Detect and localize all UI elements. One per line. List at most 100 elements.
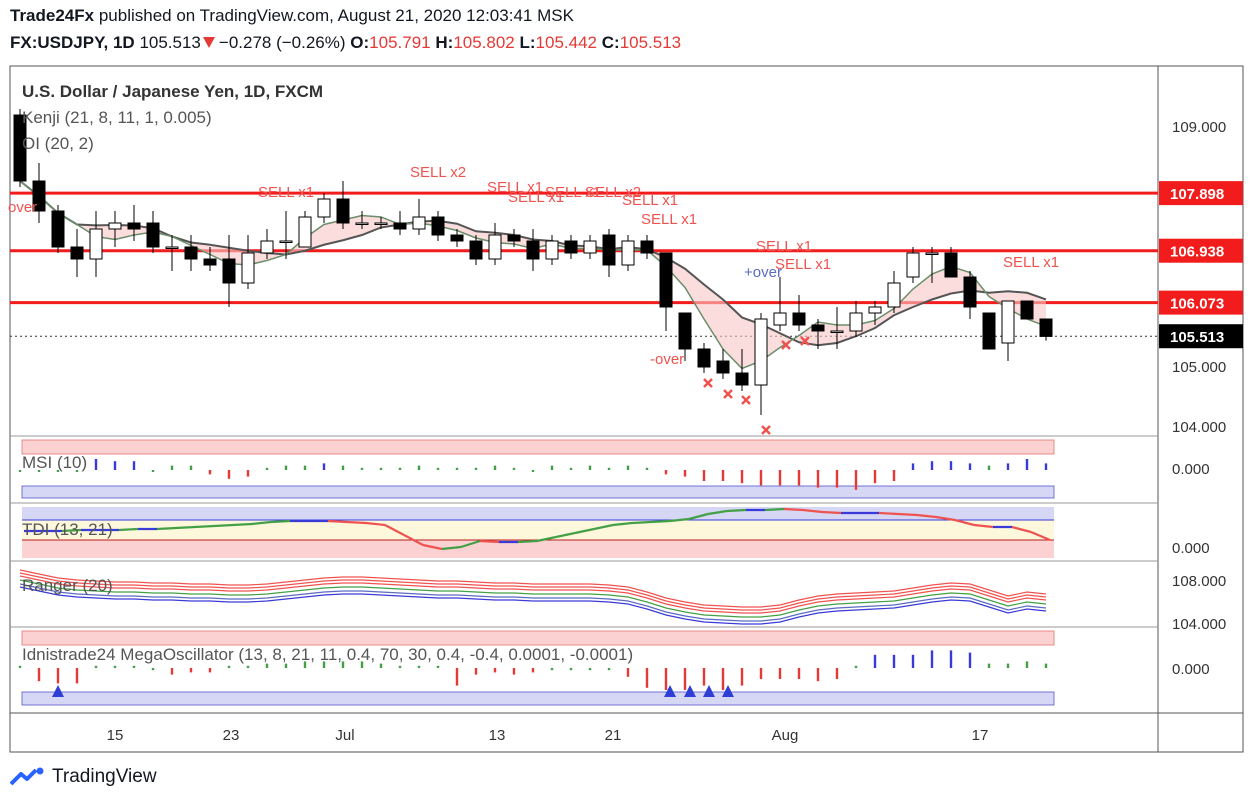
close-value: 105.513 [619,33,682,52]
msi-bar [189,465,193,470]
level-price-label: 106.073 [1170,296,1224,313]
msi-axis-tick: 0.000 [1172,461,1210,478]
bear-candle-body [602,234,616,266]
mega-bar [455,668,459,686]
symbol-label: FX:USDJPY, 1D [10,33,135,52]
time-axis-label: 17 [972,727,989,744]
candle [640,235,654,259]
candle [602,229,616,277]
bear-candle-body [13,114,27,182]
mega-bar [208,668,212,673]
ranger-legend[interactable]: Ranger (20) [22,576,113,595]
tdi-segment [213,523,234,528]
msi-bar [569,467,573,470]
bear-candle-body [222,258,236,284]
candle [355,211,369,229]
signal-label: SELL x2 [410,164,466,181]
kenji-legend[interactable]: Kenji (21, 8, 11, 1, 0.005) [22,108,212,127]
candle [336,181,350,229]
mega-bar [930,650,934,668]
msi-bar [778,470,782,486]
price-pane[interactable] [10,109,1158,415]
last-price-tag [1159,324,1243,349]
mega-bar [512,668,516,675]
mega-bar [265,663,269,668]
cross-marker [741,395,751,405]
low-label: L: [519,33,536,52]
mega-bar [303,661,307,668]
bull-candle-body [906,252,920,278]
price-axis-tick: 109.000 [1172,119,1226,136]
msi-bar [816,470,820,488]
bull-candle-body [108,222,122,230]
mega-bar [626,668,630,677]
price-axis-tick: 105.000 [1172,359,1226,376]
candle [89,211,103,277]
msi-bar [151,470,155,472]
tdi-segment [175,525,196,530]
signal-label: SELL x1 [756,238,812,255]
bull-candle-body [165,246,179,249]
publisher-name[interactable]: Trade24Fx [10,6,95,25]
bull-candle-body [298,216,312,248]
mega-axis-tick: 0.000 [1172,661,1210,678]
candle [621,235,635,271]
tdi-legend[interactable]: TDI (13, 21) [22,520,113,539]
bear-candle-body [564,240,578,254]
footer: TradingView [10,766,157,788]
tdi-segment [688,512,709,521]
ranger-line [19,575,1047,614]
msi-bar [664,470,668,475]
oi-legend[interactable]: OI (20, 2) [22,134,94,153]
mega-legend[interactable]: Idnistrade24 MegaOscillator (13, 8, 21, … [22,645,633,664]
tdi-segment [194,524,215,529]
bull-candle-body [374,222,388,225]
down-arrow-icon [202,37,215,48]
time-axis-label: Jul [335,727,354,744]
msi-bar [987,465,991,470]
mega-upper-band [21,630,1055,646]
level-price-tag [1159,290,1243,315]
price-axis[interactable]: 109.000 105.000 104.000 107.898 106.938 106.0… [1159,119,1243,436]
candle [184,235,198,271]
bear-candle-body [70,246,84,260]
candle [887,271,901,313]
bear-candle-body [336,198,350,224]
tdi-segment [916,513,937,519]
msi-bar [455,467,459,470]
main-legend[interactable]: U.S. Dollar / Japanese Yen, 1D, FXCM [22,82,323,101]
time-axis-label: 21 [605,727,622,744]
msi-bar [683,470,687,477]
msi-bar [322,463,326,470]
mega-bar [341,661,345,668]
footer-brand[interactable]: TradingView [52,766,157,787]
candle [13,109,27,187]
tdi-segment [897,512,918,517]
mega-bar [702,668,706,686]
tdi-segment [517,539,538,544]
tradingview-logo-icon[interactable] [10,766,46,788]
published-text: published on TradingView.com, August 21,… [98,6,574,25]
time-axis[interactable]: 15 23 Jul 13 21 Aug 17 [107,727,989,744]
candle [317,193,331,223]
candle [469,235,483,265]
candle [507,229,521,247]
mega-bar [151,668,155,671]
tdi-segment [365,521,386,527]
last-price: 105.513 [139,33,201,52]
msi-legend[interactable]: MSI (10) [22,453,87,472]
cross-stroke [781,340,791,350]
tdi-segment [726,508,747,513]
candle [165,235,179,271]
tdi-segment [270,519,291,524]
candle [868,301,882,325]
mega-lower-band [21,691,1055,706]
msi-bar [740,470,744,484]
candle [203,247,217,271]
tdi-segment [935,515,956,522]
mega-bar [417,665,421,668]
bear-candle-body [716,360,730,374]
tdi-segment [479,539,500,544]
mega-bar [949,650,953,668]
